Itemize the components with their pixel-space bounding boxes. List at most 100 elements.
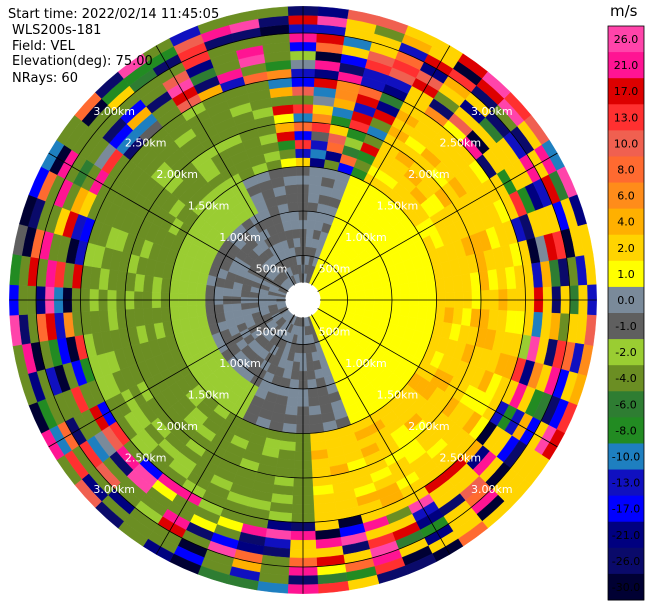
colorbar: m/s 26.0 21.0 17.0 13.0 10.0 8.0 6.0 4.0 2.0 1.0 0… xyxy=(607,2,645,601)
azimuth-line xyxy=(48,152,304,301)
colorbar-tick-label: -8.0 xyxy=(615,424,636,437)
velocity-gate xyxy=(205,304,216,316)
velocity-gate xyxy=(213,285,225,297)
range-label: 1.50km xyxy=(188,200,230,213)
colorbar-tick-label: 21.0 xyxy=(614,59,639,72)
velocity-gate xyxy=(291,228,300,239)
velocity-gate xyxy=(306,361,315,372)
velocity-gate xyxy=(277,449,296,461)
velocity-gate xyxy=(399,304,410,317)
colorbar-swatch xyxy=(608,52,644,79)
velocity-gate xyxy=(443,307,455,324)
colorbar-tick-label: -17.0 xyxy=(612,503,640,516)
velocity-gate xyxy=(306,370,316,381)
range-label: 3.00km xyxy=(93,105,135,118)
colorbar-tick-label: 10.0 xyxy=(614,137,639,150)
velocity-gate xyxy=(310,449,329,461)
velocity-gate xyxy=(307,202,319,213)
colorbar-swatch xyxy=(608,547,644,575)
velocity-gate xyxy=(307,193,320,204)
velocity-gate xyxy=(307,387,319,398)
colorbar-tick-label: -6.0 xyxy=(615,398,636,411)
velocity-gate xyxy=(452,274,464,293)
velocity-gate xyxy=(390,284,401,296)
colorbar-swatch xyxy=(608,443,644,471)
velocity-gate xyxy=(284,184,298,195)
velocity-gate xyxy=(373,287,384,297)
velocity-gate xyxy=(196,304,207,317)
colorbar-swatch xyxy=(608,156,644,184)
colorbar-unit: m/s xyxy=(610,2,638,20)
velocity-gate xyxy=(222,303,233,313)
velocity-gate xyxy=(288,210,300,222)
velocity-gate xyxy=(256,6,289,19)
colorbar-tick-label: -2.0 xyxy=(615,346,636,359)
range-label: 2.50km xyxy=(125,451,167,464)
velocity-gate xyxy=(364,288,375,297)
velocity-gate xyxy=(452,307,464,326)
velocity-gate xyxy=(408,281,419,295)
velocity-gate xyxy=(290,219,300,230)
colorbar-swatch xyxy=(608,286,644,314)
colorbar-swatch xyxy=(608,208,644,236)
colorbar-swatch xyxy=(608,469,644,497)
velocity-gate xyxy=(231,303,242,312)
colorbar-tick-label: 2.0 xyxy=(617,242,635,255)
range-label: 500m xyxy=(319,263,351,276)
colorbar-tick-label: -13.0 xyxy=(612,477,640,490)
range-label: 3.00km xyxy=(471,483,513,496)
range-label: 2.00km xyxy=(156,420,198,433)
velocity-gate xyxy=(306,210,318,222)
velocity-gate xyxy=(310,148,327,160)
velocity-gate xyxy=(305,352,313,363)
range-label: 1.50km xyxy=(377,388,419,401)
range-label: 1.00km xyxy=(345,231,387,244)
colorbar-tick-label: 26.0 xyxy=(614,33,639,46)
range-label: 1.00km xyxy=(345,357,387,370)
colorbar-swatch xyxy=(608,339,644,366)
azimuth-line xyxy=(302,45,451,301)
azimuth-line xyxy=(302,299,451,555)
colorbar-swatch xyxy=(608,573,644,601)
velocity-gate xyxy=(288,378,300,390)
colorbar-tick-label: -30.0 xyxy=(612,581,640,594)
velocity-gate xyxy=(205,284,216,296)
velocity-gate xyxy=(399,283,410,296)
velocity-gate xyxy=(279,440,296,452)
colorbar-swatch xyxy=(608,260,644,288)
velocity-gate xyxy=(308,184,322,195)
velocity-gate xyxy=(178,280,189,295)
colorbar-swatch xyxy=(608,130,644,157)
velocity-gate xyxy=(277,139,296,151)
nrays-text: NRays: 60 xyxy=(12,71,78,86)
range-label: 2.00km xyxy=(408,168,450,181)
velocity-gate xyxy=(196,283,207,296)
range-label: 500m xyxy=(319,325,351,338)
colorbar-tick-label: 17.0 xyxy=(614,85,639,98)
colorbar-swatch xyxy=(608,104,644,131)
range-label: 1.00km xyxy=(219,231,261,244)
colorbar-tick-label: -4.0 xyxy=(615,372,636,385)
colorbar-swatch xyxy=(608,495,644,523)
colorbar-swatch xyxy=(608,365,644,392)
colorbar-frame xyxy=(607,25,645,601)
colorbar-tick-label: -1.0 xyxy=(615,320,636,333)
azimuth-line xyxy=(302,152,558,301)
velocity-gate xyxy=(381,303,393,315)
velocity-gate xyxy=(240,302,251,310)
velocity-gate xyxy=(283,175,298,186)
velocity-gate xyxy=(283,414,298,425)
azimuth-line xyxy=(302,299,558,448)
velocity-gate xyxy=(287,387,299,398)
colorbar-tick-label: 13.0 xyxy=(614,111,639,124)
azimuth-lines xyxy=(9,6,597,594)
velocity-gate xyxy=(178,305,189,320)
colorbar-swatch xyxy=(608,521,644,549)
velocity-gate xyxy=(381,285,393,297)
colorbar-tick-label: -10.0 xyxy=(612,451,640,464)
velocity-gate xyxy=(287,202,299,213)
colorbar-swatch xyxy=(608,182,644,210)
velocity-gate xyxy=(293,237,301,248)
info-block: Start time: 2022/02/14 11:45:05 WLS200s-… xyxy=(8,7,219,86)
